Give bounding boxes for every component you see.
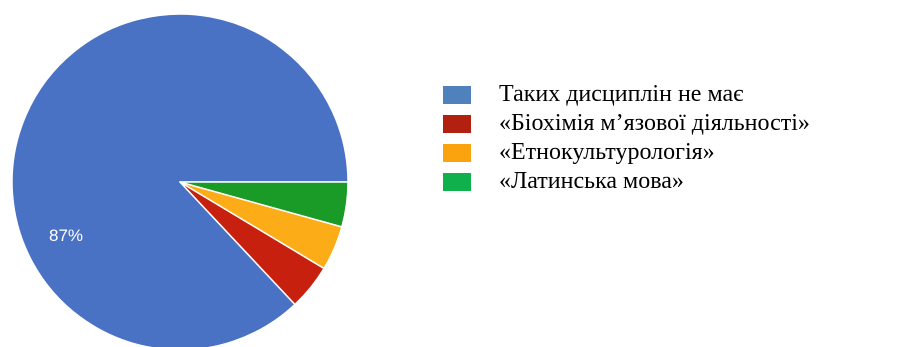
legend-item-latin: «Латинська мова» <box>443 167 810 196</box>
legend-item-ethnoculturology: «Етнокультурологія» <box>443 138 810 167</box>
legend-swatch <box>443 172 471 191</box>
legend-label: «Біохімія м’язової діяльності» <box>499 110 810 136</box>
chart-legend: Таких дисциплін не має «Біохімія м’язово… <box>443 80 810 196</box>
legend-item-no-disciplines: Таких дисциплін не має <box>443 80 810 109</box>
pie-slice-value-label: 87% <box>49 226 83 245</box>
pie-slices <box>11 13 349 347</box>
legend-swatch <box>443 143 471 162</box>
pie-slice-no-disciplines <box>11 13 349 347</box>
legend-label: Таких дисциплін не має <box>499 81 744 107</box>
legend-swatch <box>443 85 471 104</box>
pie-slice-latin <box>179 181 349 228</box>
pie-slice-labels: 87% <box>49 226 83 245</box>
legend-item-biochemistry: «Біохімія м’язової діяльності» <box>443 109 810 138</box>
legend-swatch <box>443 114 471 133</box>
legend-label: «Етнокультурологія» <box>499 139 715 165</box>
legend-label: «Латинська мова» <box>499 168 684 194</box>
